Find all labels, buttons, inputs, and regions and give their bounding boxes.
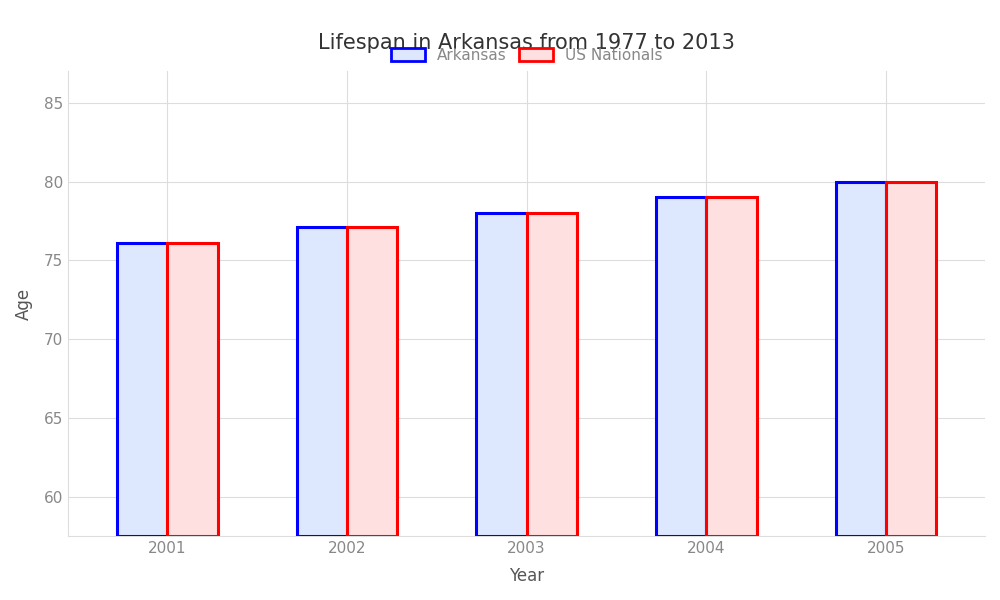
Title: Lifespan in Arkansas from 1977 to 2013: Lifespan in Arkansas from 1977 to 2013 [318, 33, 735, 53]
X-axis label: Year: Year [509, 567, 544, 585]
Legend: Arkansas, US Nationals: Arkansas, US Nationals [385, 41, 668, 69]
Bar [836, 182, 886, 536]
Bar [347, 227, 397, 536]
Bar [117, 243, 167, 536]
Y-axis label: Age: Age [15, 287, 33, 320]
Bar [476, 213, 527, 536]
Bar [706, 197, 757, 536]
Bar [297, 227, 347, 536]
Bar [886, 182, 936, 536]
Bar [167, 243, 218, 536]
Bar [656, 197, 706, 536]
Bar [527, 213, 577, 536]
